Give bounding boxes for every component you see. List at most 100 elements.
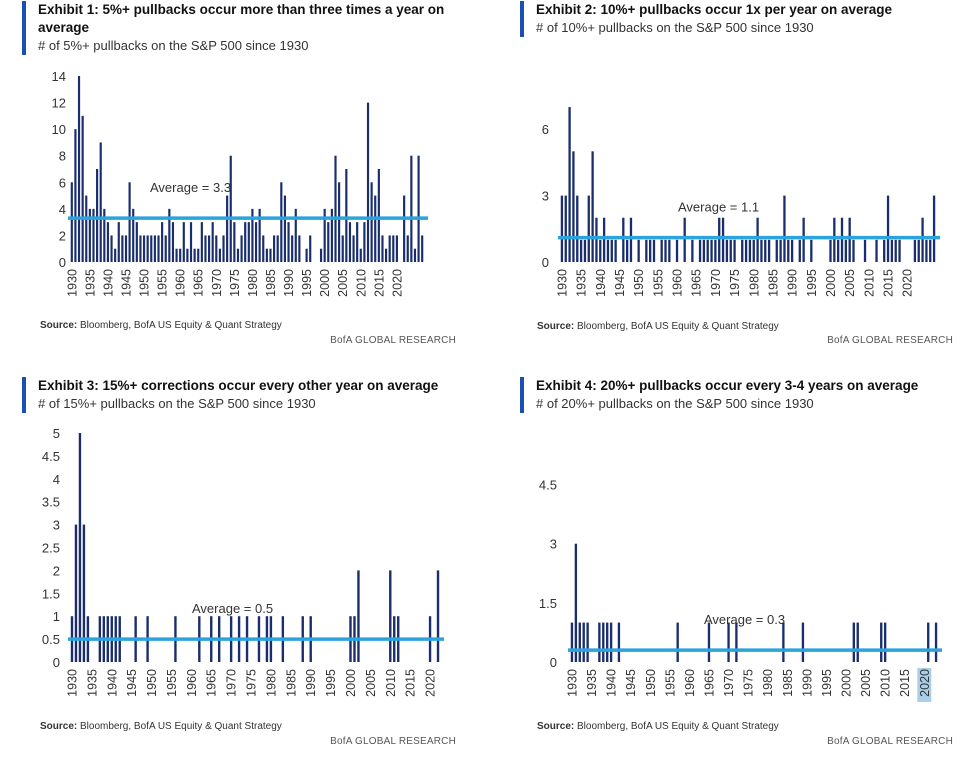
bar-2003 <box>856 622 859 662</box>
x-tick-label: 1930 <box>65 269 79 297</box>
x-tick-label: 1985 <box>781 669 795 697</box>
bar-1977 <box>240 235 243 262</box>
bar-1957 <box>676 622 679 662</box>
x-tick-label: 2010 <box>354 269 368 297</box>
y-tick-label: 0 <box>542 255 549 270</box>
bar-2024 <box>921 217 924 262</box>
bar-2008 <box>352 235 355 262</box>
bar-1933 <box>572 151 575 262</box>
bar-1986 <box>273 235 276 262</box>
bar-1954 <box>652 239 656 262</box>
x-tick-label: 1950 <box>145 669 159 697</box>
x-tick-label: 1965 <box>702 669 716 697</box>
bar-1978 <box>744 239 748 262</box>
bar-2002 <box>357 570 360 662</box>
bar-1993 <box>298 235 301 262</box>
y-tick-label: 4.5 <box>42 449 60 464</box>
bar-1967 <box>204 235 207 262</box>
x-tick-label: 2015 <box>882 269 896 297</box>
bar-1975 <box>233 222 236 262</box>
exhibit-2-chart: 0 3 6 Average = 1.1 1930 1935 1940 1945 1950 1955… <box>542 107 940 297</box>
y-tick-label: 1.5 <box>42 586 60 601</box>
bar-2014 <box>883 239 886 262</box>
y-tick-label: 4.5 <box>539 478 557 493</box>
bar-1981 <box>756 217 759 262</box>
bar-2006 <box>345 169 348 262</box>
bar-2026 <box>417 155 420 262</box>
bar-1984 <box>265 248 268 262</box>
x-tick-label: 1975 <box>728 269 742 297</box>
bar-2014 <box>374 195 377 262</box>
bar-1950 <box>142 235 146 262</box>
x-tick-label: 1960 <box>174 269 188 297</box>
x-tick-label: 1960 <box>671 269 685 297</box>
x-tick-label: 1940 <box>605 669 619 697</box>
x-tick-label: 1955 <box>663 669 677 697</box>
y-tick-label: 6 <box>59 175 66 190</box>
bar-1951 <box>146 235 149 262</box>
bar-2017 <box>894 239 897 262</box>
x-tick-label: 1985 <box>264 269 278 297</box>
bar-1959 <box>175 248 178 262</box>
x-tick-label: 1945 <box>613 269 627 297</box>
bar-1934 <box>85 195 88 262</box>
bar-1992 <box>798 239 801 262</box>
x-tick-label: 1980 <box>264 669 278 697</box>
bar-1982 <box>760 239 763 262</box>
bar-1982 <box>258 208 261 262</box>
source-label: Source: <box>40 721 78 732</box>
bar-1940 <box>609 622 613 662</box>
bar-2017 <box>384 248 388 262</box>
x-tick-label: 1955 <box>651 269 665 297</box>
y-tick-label: 3 <box>550 537 557 552</box>
source-text: Bloomberg, BofA US Equity & Quant Strate… <box>77 721 282 732</box>
bar-2002 <box>330 208 333 262</box>
bar-1937 <box>96 169 99 262</box>
bar-2016 <box>381 235 384 262</box>
x-tick-label: 2000 <box>318 269 332 297</box>
y-tick-label: 3 <box>53 518 60 533</box>
x-tick-label: 1935 <box>85 669 99 697</box>
highlight-tick-bg <box>917 668 932 702</box>
bar-1957 <box>168 208 171 262</box>
exhibit-1-brand: BofA GLOBAL RESEARCH <box>330 335 456 346</box>
x-tick-label: 1945 <box>624 669 638 697</box>
bar-2002 <box>852 622 856 662</box>
bar-1940 <box>106 222 110 262</box>
x-tick-label: 1990 <box>304 669 318 697</box>
bar-1943 <box>610 239 613 262</box>
bar-1956 <box>660 239 663 262</box>
bar-1948 <box>629 217 633 262</box>
bar-1974 <box>729 239 732 262</box>
bar-1939 <box>595 217 598 262</box>
bar-1934 <box>586 622 589 662</box>
bar-1931 <box>74 129 77 262</box>
bar-1968 <box>706 239 709 262</box>
x-tick-label: 1995 <box>300 269 314 297</box>
average-label: Average = 0.3 <box>704 612 785 627</box>
bar-2005 <box>341 235 344 262</box>
bar-1954 <box>157 235 160 262</box>
x-tick-label: 2015 <box>372 269 386 297</box>
x-tick-label: 2005 <box>336 269 350 297</box>
bar-1962 <box>683 217 686 262</box>
bar-1935 <box>88 208 91 262</box>
bar-1930 <box>560 195 564 262</box>
exhibit-4-title: Exhibit 4: 20%+ pullbacks occur every 3-… <box>536 378 919 393</box>
bar-2005 <box>848 217 851 262</box>
bar-2009 <box>880 622 883 662</box>
bar-1933 <box>81 115 84 262</box>
x-tick-label: 2020 <box>390 269 404 297</box>
x-tick-label: 1990 <box>786 269 800 297</box>
x-tick-label: 1945 <box>119 269 133 297</box>
bar-1991 <box>291 235 294 262</box>
x-tick-label: 1940 <box>594 269 608 297</box>
bar-1933 <box>82 524 86 662</box>
bar-2020 <box>395 235 398 262</box>
bar-1987 <box>779 239 782 262</box>
bar-1952 <box>150 235 153 262</box>
bar-1937 <box>587 195 590 262</box>
bar-1977 <box>741 239 744 262</box>
bar-1973 <box>226 195 229 262</box>
x-tick-label: 2000 <box>824 269 838 297</box>
